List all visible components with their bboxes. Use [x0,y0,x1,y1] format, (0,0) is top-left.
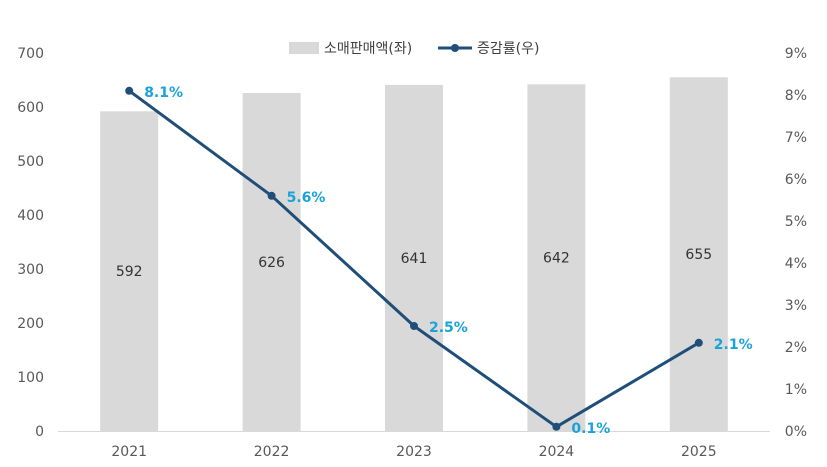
legend-swatch-marker [451,44,459,52]
left-tick-400: 400 [17,208,44,224]
line-label-2025: 2.1% [714,337,753,353]
left-tick-0: 0 [35,424,44,440]
x-tick-2023: 2023 [396,444,432,460]
x-tick-2022: 2022 [254,444,290,460]
x-tick-labels: 2021 2022 2023 2024 2025 [111,444,716,460]
bar-2025 [669,77,728,432]
line-label-2024: 0.1% [571,421,610,437]
right-tick-2pct: 2% [785,340,807,356]
right-tick-0pct: 0% [785,424,807,440]
x-tick-2025: 2025 [681,444,717,460]
x-tick-2021: 2021 [111,444,147,460]
left-tick-700: 700 [17,46,44,62]
line-label-2021: 8.1% [144,85,183,101]
bar-data-labels: 592 626 641 642 655 [116,247,712,280]
right-y-axis: 0% 1% 2% 3% 4% 5% 6% 7% 8% 9% [785,46,807,440]
line-point-2021 [125,86,134,95]
right-tick-9pct: 9% [785,46,807,62]
right-tick-4pct: 4% [785,256,807,272]
bar-2022 [242,92,301,432]
line-point-2025 [694,338,703,347]
line-point-2022 [267,191,276,200]
bar-series [100,77,728,432]
left-tick-200: 200 [17,316,44,332]
bar-label-2024: 642 [543,251,570,267]
legend-label-bar: 소매판매액(좌) [324,41,412,57]
line-series [125,86,703,431]
left-tick-100: 100 [17,370,44,386]
legend: 소매판매액(좌) 증감률(우) [289,41,539,57]
bar-label-2025: 655 [685,247,712,263]
line-label-2022: 5.6% [287,190,326,206]
left-y-axis: 0 100 200 300 400 500 600 700 [17,46,44,440]
left-tick-600: 600 [17,100,44,116]
bar-label-2021: 592 [116,264,143,280]
line-data-labels: 8.1% 5.6% 2.5% 0.1% 2.1% [144,85,752,437]
bar-label-2023: 641 [401,251,428,267]
right-tick-7pct: 7% [785,130,807,146]
x-tick-2024: 2024 [539,444,575,460]
left-tick-300: 300 [17,262,44,278]
bar-2024 [527,84,586,431]
line-label-2023: 2.5% [429,320,468,336]
line-point-2023 [410,322,418,330]
bar-2023 [385,84,443,432]
right-tick-6pct: 6% [785,172,807,188]
bar-2021 [100,111,159,431]
right-tick-1pct: 1% [785,382,807,398]
right-tick-5pct: 5% [785,214,807,230]
right-tick-3pct: 3% [785,298,807,314]
legend-swatch-bar [289,42,319,54]
bar-label-2022: 626 [258,255,285,271]
legend-label-line: 증감률(우) [477,41,539,57]
right-tick-8pct: 8% [785,88,807,104]
line-point-2024 [552,422,561,431]
left-tick-500: 500 [17,154,44,170]
